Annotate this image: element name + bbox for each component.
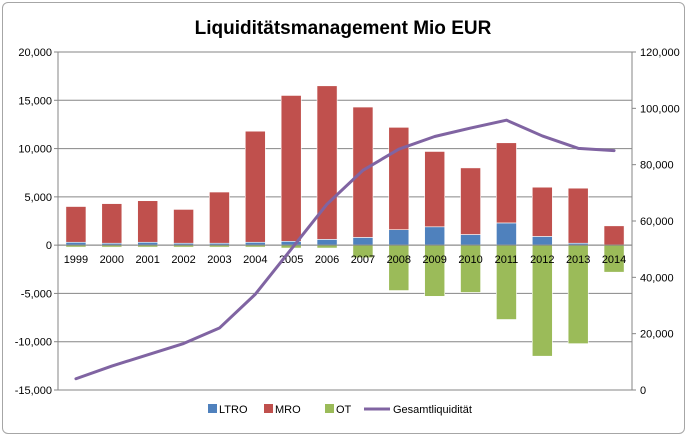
- x-tick-label: 2012: [530, 254, 554, 266]
- bar-mro-2013: [567, 187, 589, 244]
- bar-mro-2006: [316, 85, 338, 240]
- y-right-tick-label: 40,000: [640, 272, 674, 284]
- x-axis-labels: 1999 2000 2001 2002 2003 2004 2005 2006 2007 2008…: [64, 254, 627, 266]
- line-gesamtliquiditaet: [74, 118, 616, 381]
- bar-mro-2011: [496, 142, 517, 224]
- x-tick-label: 2007: [351, 254, 375, 266]
- y-right-tick-label: 60,000: [640, 216, 674, 228]
- bar-ltro-2010: [460, 234, 481, 246]
- bar-ltro-2009: [424, 226, 446, 246]
- x-tick-label: 2003: [207, 254, 231, 266]
- x-tick-label: 2001: [135, 254, 159, 266]
- y-right-tick-label: 0: [640, 385, 646, 397]
- legend-label: MRO: [275, 404, 301, 416]
- y-left-tick-label: 10,000: [18, 144, 52, 156]
- bar-ltro-2006: [316, 239, 338, 246]
- y-left-tick-label: 20,000: [18, 47, 52, 59]
- bar-mro-2014: [603, 225, 625, 246]
- y-right-tick-label: 80,000: [640, 160, 674, 172]
- legend-label: Gesamtliquidität: [393, 404, 472, 416]
- y-right-tick-label: 120,000: [640, 47, 680, 59]
- x-tick-label: 2009: [422, 254, 446, 266]
- bar-ltro-2007: [352, 237, 374, 246]
- x-tick-label: 2010: [458, 254, 482, 266]
- bar-mro-2002: [173, 209, 194, 244]
- legend-swatch-ltro: [208, 404, 217, 413]
- y-left-tick-label: -10,000: [15, 337, 52, 349]
- x-tick-label: 2000: [100, 254, 124, 266]
- bar-mro-2001: [137, 200, 159, 243]
- legend-swatch-ot: [325, 404, 334, 413]
- y-right-tick-label: 100,000: [640, 103, 680, 115]
- y-axis-left: -15,000 -10,000 -5,000 0 5,000 10,000 15,000 20…: [15, 47, 58, 397]
- bar-ot-2008: [388, 244, 410, 291]
- x-tick-label: 2004: [243, 254, 267, 266]
- bar-mro-2012: [531, 186, 553, 237]
- x-tick-label: 2014: [602, 254, 626, 266]
- legend-swatch-mro: [264, 404, 273, 413]
- y-left-tick-label: 0: [46, 240, 52, 252]
- bar-ltro-2008: [388, 229, 410, 246]
- legend: LTRO MRO OT Gesamtliquidität: [208, 404, 472, 416]
- line-series: [74, 118, 616, 381]
- x-tick-label: 1999: [64, 254, 88, 266]
- y-axis-right: 0 20,000 40,000 60,000 80,000 100,000 120,000: [631, 47, 680, 397]
- x-tick-label: 2011: [495, 254, 519, 266]
- bar-ltro-2011: [496, 222, 517, 246]
- x-tick-label: 2013: [566, 254, 590, 266]
- x-tick-label: 2002: [171, 254, 195, 266]
- bar-mro-2008: [388, 127, 410, 230]
- bar-series: [58, 85, 632, 357]
- x-tick-label: 2008: [387, 254, 411, 266]
- legend-label: OT: [336, 404, 352, 416]
- y-left-tick-label: -15,000: [15, 385, 52, 397]
- x-tick-label: 2006: [315, 254, 339, 266]
- y-left-tick-label: -5,000: [21, 288, 52, 300]
- bar-ltro-2012: [531, 236, 553, 246]
- y-left-tick-label: 5,000: [24, 192, 52, 204]
- bar-mro-2004: [244, 130, 266, 243]
- bar-mro-2005: [280, 95, 302, 242]
- y-right-tick-label: 20,000: [640, 329, 674, 341]
- bar-ot-2010: [460, 244, 481, 293]
- bar-ot-2009: [424, 244, 446, 297]
- bar-mro-2009: [424, 151, 446, 228]
- grid-lines: [57, 51, 633, 391]
- bar-mro-2010: [460, 167, 481, 235]
- bar-mro-1999: [65, 206, 87, 243]
- y-left-tick-label: 15,000: [18, 95, 52, 107]
- chart-title: Liquiditätsmanagement Mio EUR: [195, 18, 492, 39]
- bar-mro-2003: [209, 191, 230, 244]
- legend-label: LTRO: [219, 404, 248, 416]
- bar-mro-2000: [101, 203, 123, 244]
